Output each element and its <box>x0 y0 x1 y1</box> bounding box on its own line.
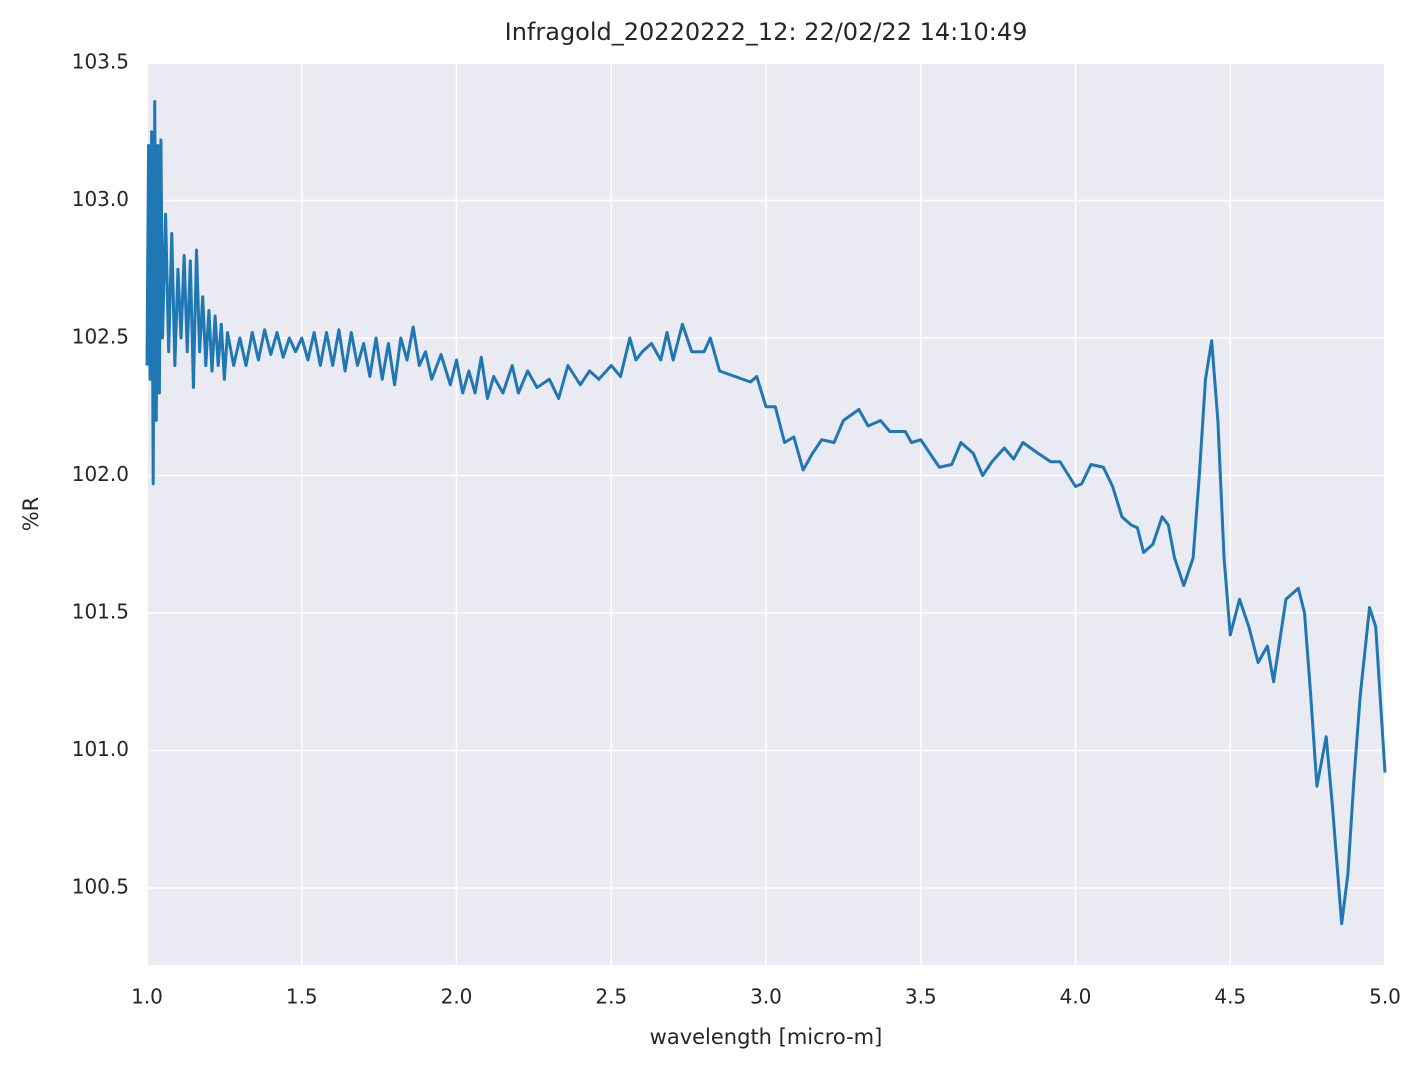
y-tick-label: 103.5 <box>72 50 129 74</box>
y-tick-label: 101.0 <box>72 737 129 761</box>
y-tick-label: 101.5 <box>72 600 129 624</box>
chart-title: Infragold_20220222_12: 22/02/22 14:10:49 <box>505 18 1028 46</box>
x-tick-label: 4.0 <box>1060 985 1092 1009</box>
y-axis-label: %R <box>19 497 43 532</box>
y-tick-label: 100.5 <box>72 875 129 899</box>
x-tick-label: 3.5 <box>905 985 937 1009</box>
x-tick-label: 2.5 <box>595 985 627 1009</box>
y-tick-label: 103.0 <box>72 187 129 211</box>
x-tick-label: 3.0 <box>750 985 782 1009</box>
data-line <box>145 100 1387 926</box>
x-tick-label: 2.0 <box>441 985 473 1009</box>
x-tick-label: 1.0 <box>131 985 163 1009</box>
y-tick-label: 102.0 <box>72 462 129 486</box>
y-tick-label: 102.5 <box>72 325 129 349</box>
x-axis-label: wavelength [micro-m] <box>650 1025 883 1049</box>
x-tick-label: 1.5 <box>286 985 318 1009</box>
x-tick-label: 4.5 <box>1214 985 1246 1009</box>
x-tick-label: 5.0 <box>1369 985 1401 1009</box>
